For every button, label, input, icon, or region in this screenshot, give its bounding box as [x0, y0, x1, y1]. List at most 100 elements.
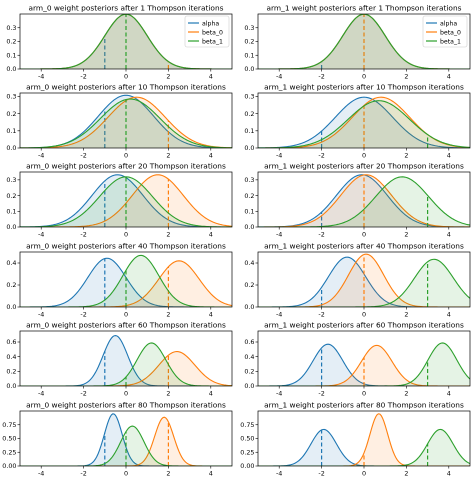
- legend-label-beta_1: beta_1: [202, 38, 223, 45]
- x-tick-label: 2: [166, 231, 170, 239]
- y-tick-label: 0.3: [6, 93, 16, 101]
- x-tick-label: 4: [209, 311, 213, 319]
- subplot-arm0-row5: arm_0 weight posteriors after 60 Thompso…: [6, 321, 233, 398]
- density-curve-alpha: [258, 96, 470, 148]
- subplot-arm1-row1: arm_1 weight posteriors after 1 Thompson…: [244, 4, 471, 81]
- x-tick-label: -2: [318, 390, 324, 398]
- y-tick-label: 0.1: [244, 127, 254, 135]
- x-tick-label: -4: [276, 470, 282, 478]
- x-tick-label: 4: [209, 470, 213, 478]
- y-tick-label: 0.3: [244, 93, 254, 101]
- y-tick-label: 0.75: [2, 421, 16, 429]
- subplot-arm0-row6: arm_0 weight posteriors after 80 Thompso…: [2, 401, 233, 478]
- x-tick-label: 0: [362, 470, 366, 478]
- density-fill-beta_0: [20, 351, 232, 386]
- y-tick-label: 0.0: [244, 303, 254, 311]
- legend-label-alpha: alpha: [440, 20, 457, 27]
- plot-area: [20, 334, 232, 386]
- x-tick-label: 2: [166, 152, 170, 160]
- x-tick-label: -4: [276, 73, 282, 81]
- density-fill-beta_1: [20, 255, 232, 307]
- legend: alpha beta_0 beta_1: [422, 15, 468, 48]
- plot-area: [258, 342, 470, 386]
- subplot-arm0-row4: arm_0 weight posteriors after 40 Thompso…: [6, 242, 233, 319]
- density-fill-beta_0: [20, 174, 232, 227]
- subplot-title: arm_0 weight posteriors after 40 Thompso…: [26, 242, 226, 251]
- y-tick-label: 0.2: [6, 38, 16, 46]
- legend-box: [184, 15, 230, 48]
- x-tick-label: 4: [209, 73, 213, 81]
- y-tick-label: 0.4: [244, 259, 254, 267]
- density-fill-beta_1: [258, 259, 470, 307]
- x-tick-label: -4: [38, 470, 44, 478]
- y-tick-label: 0.0: [244, 144, 254, 152]
- x-tick-label: -2: [80, 390, 86, 398]
- density-fill-beta_0: [258, 97, 470, 148]
- y-tick-label: 0.00: [2, 462, 16, 470]
- x-tick-label: 2: [166, 311, 170, 319]
- density-fill-alpha: [258, 257, 470, 307]
- y-tick-label: 0.1: [244, 51, 254, 59]
- plot-area: [258, 253, 470, 307]
- x-tick-label: 4: [447, 311, 451, 319]
- x-tick-label: 4: [447, 73, 451, 81]
- density-fill-beta_1: [258, 176, 470, 227]
- legend-label-alpha: alpha: [202, 20, 219, 27]
- y-tick-label: 0.3: [244, 176, 254, 184]
- x-tick-label: 0: [124, 152, 128, 160]
- y-tick-label: 0.2: [6, 110, 16, 118]
- plot-area: [20, 254, 232, 307]
- x-tick-label: 4: [447, 470, 451, 478]
- y-tick-label: 0.1: [244, 207, 254, 215]
- y-tick-label: 0.3: [244, 24, 254, 32]
- subplot-title: arm_1 weight posteriors after 1 Thompson…: [267, 4, 462, 13]
- plot-area: [20, 174, 232, 227]
- y-tick-label: 0.25: [2, 448, 16, 456]
- subplot-arm0-row1: arm_0 weight posteriors after 1 Thompson…: [6, 4, 233, 81]
- y-tick-label: 0.6: [6, 338, 16, 346]
- x-tick-label: 2: [166, 73, 170, 81]
- density-curve-beta_1: [258, 342, 470, 386]
- y-tick-label: 0.0: [244, 223, 254, 231]
- x-tick-label: 4: [209, 152, 213, 160]
- x-tick-label: 2: [404, 390, 408, 398]
- subplot-title: arm_1 weight posteriors after 40 Thompso…: [264, 242, 464, 251]
- y-tick-label: 0.00: [240, 462, 254, 470]
- y-tick-label: 0.2: [6, 281, 16, 289]
- y-tick-label: 0.25: [240, 448, 254, 456]
- subplot-title: arm_1 weight posteriors after 10 Thompso…: [264, 83, 464, 92]
- x-tick-label: -4: [276, 231, 282, 239]
- y-tick-label: 0.2: [6, 368, 16, 376]
- y-tick-label: 0.2: [244, 281, 254, 289]
- legend: alpha beta_0 beta_1: [184, 15, 230, 48]
- y-tick-label: 0.0: [6, 65, 16, 73]
- density-fill-beta_1: [258, 100, 470, 148]
- x-tick-label: -4: [276, 152, 282, 160]
- y-tick-label: 0.3: [6, 24, 16, 32]
- x-tick-label: -2: [80, 470, 86, 478]
- y-tick-label: 0.2: [244, 110, 254, 118]
- x-tick-label: 0: [362, 152, 366, 160]
- density-fill-alpha: [20, 335, 232, 386]
- density-fill-beta_0: [20, 417, 232, 466]
- y-tick-label: 0.0: [244, 382, 254, 390]
- subplot-title: arm_0 weight posteriors after 1 Thompson…: [29, 4, 224, 13]
- x-tick-label: -2: [318, 311, 324, 319]
- density-fill-alpha: [258, 344, 470, 386]
- x-tick-label: -2: [318, 231, 324, 239]
- x-tick-label: 2: [404, 311, 408, 319]
- plot-area: [258, 174, 470, 227]
- x-tick-label: 0: [124, 231, 128, 239]
- x-tick-label: 0: [124, 73, 128, 81]
- legend-label-beta_1: beta_1: [440, 38, 461, 45]
- legend-label-beta_0: beta_0: [202, 29, 223, 36]
- x-tick-label: 0: [124, 311, 128, 319]
- x-tick-label: 0: [124, 390, 128, 398]
- subplot-arm0-row2: arm_0 weight posteriors after 10 Thompso…: [6, 83, 233, 160]
- x-tick-label: 2: [404, 73, 408, 81]
- density-fill-alpha: [258, 97, 470, 148]
- x-tick-label: -4: [38, 311, 44, 319]
- y-tick-label: 0.0: [244, 65, 254, 73]
- legend-label-beta_0: beta_0: [440, 29, 461, 36]
- subplot-arm0-row3: arm_0 weight posteriors after 20 Thompso…: [6, 162, 233, 239]
